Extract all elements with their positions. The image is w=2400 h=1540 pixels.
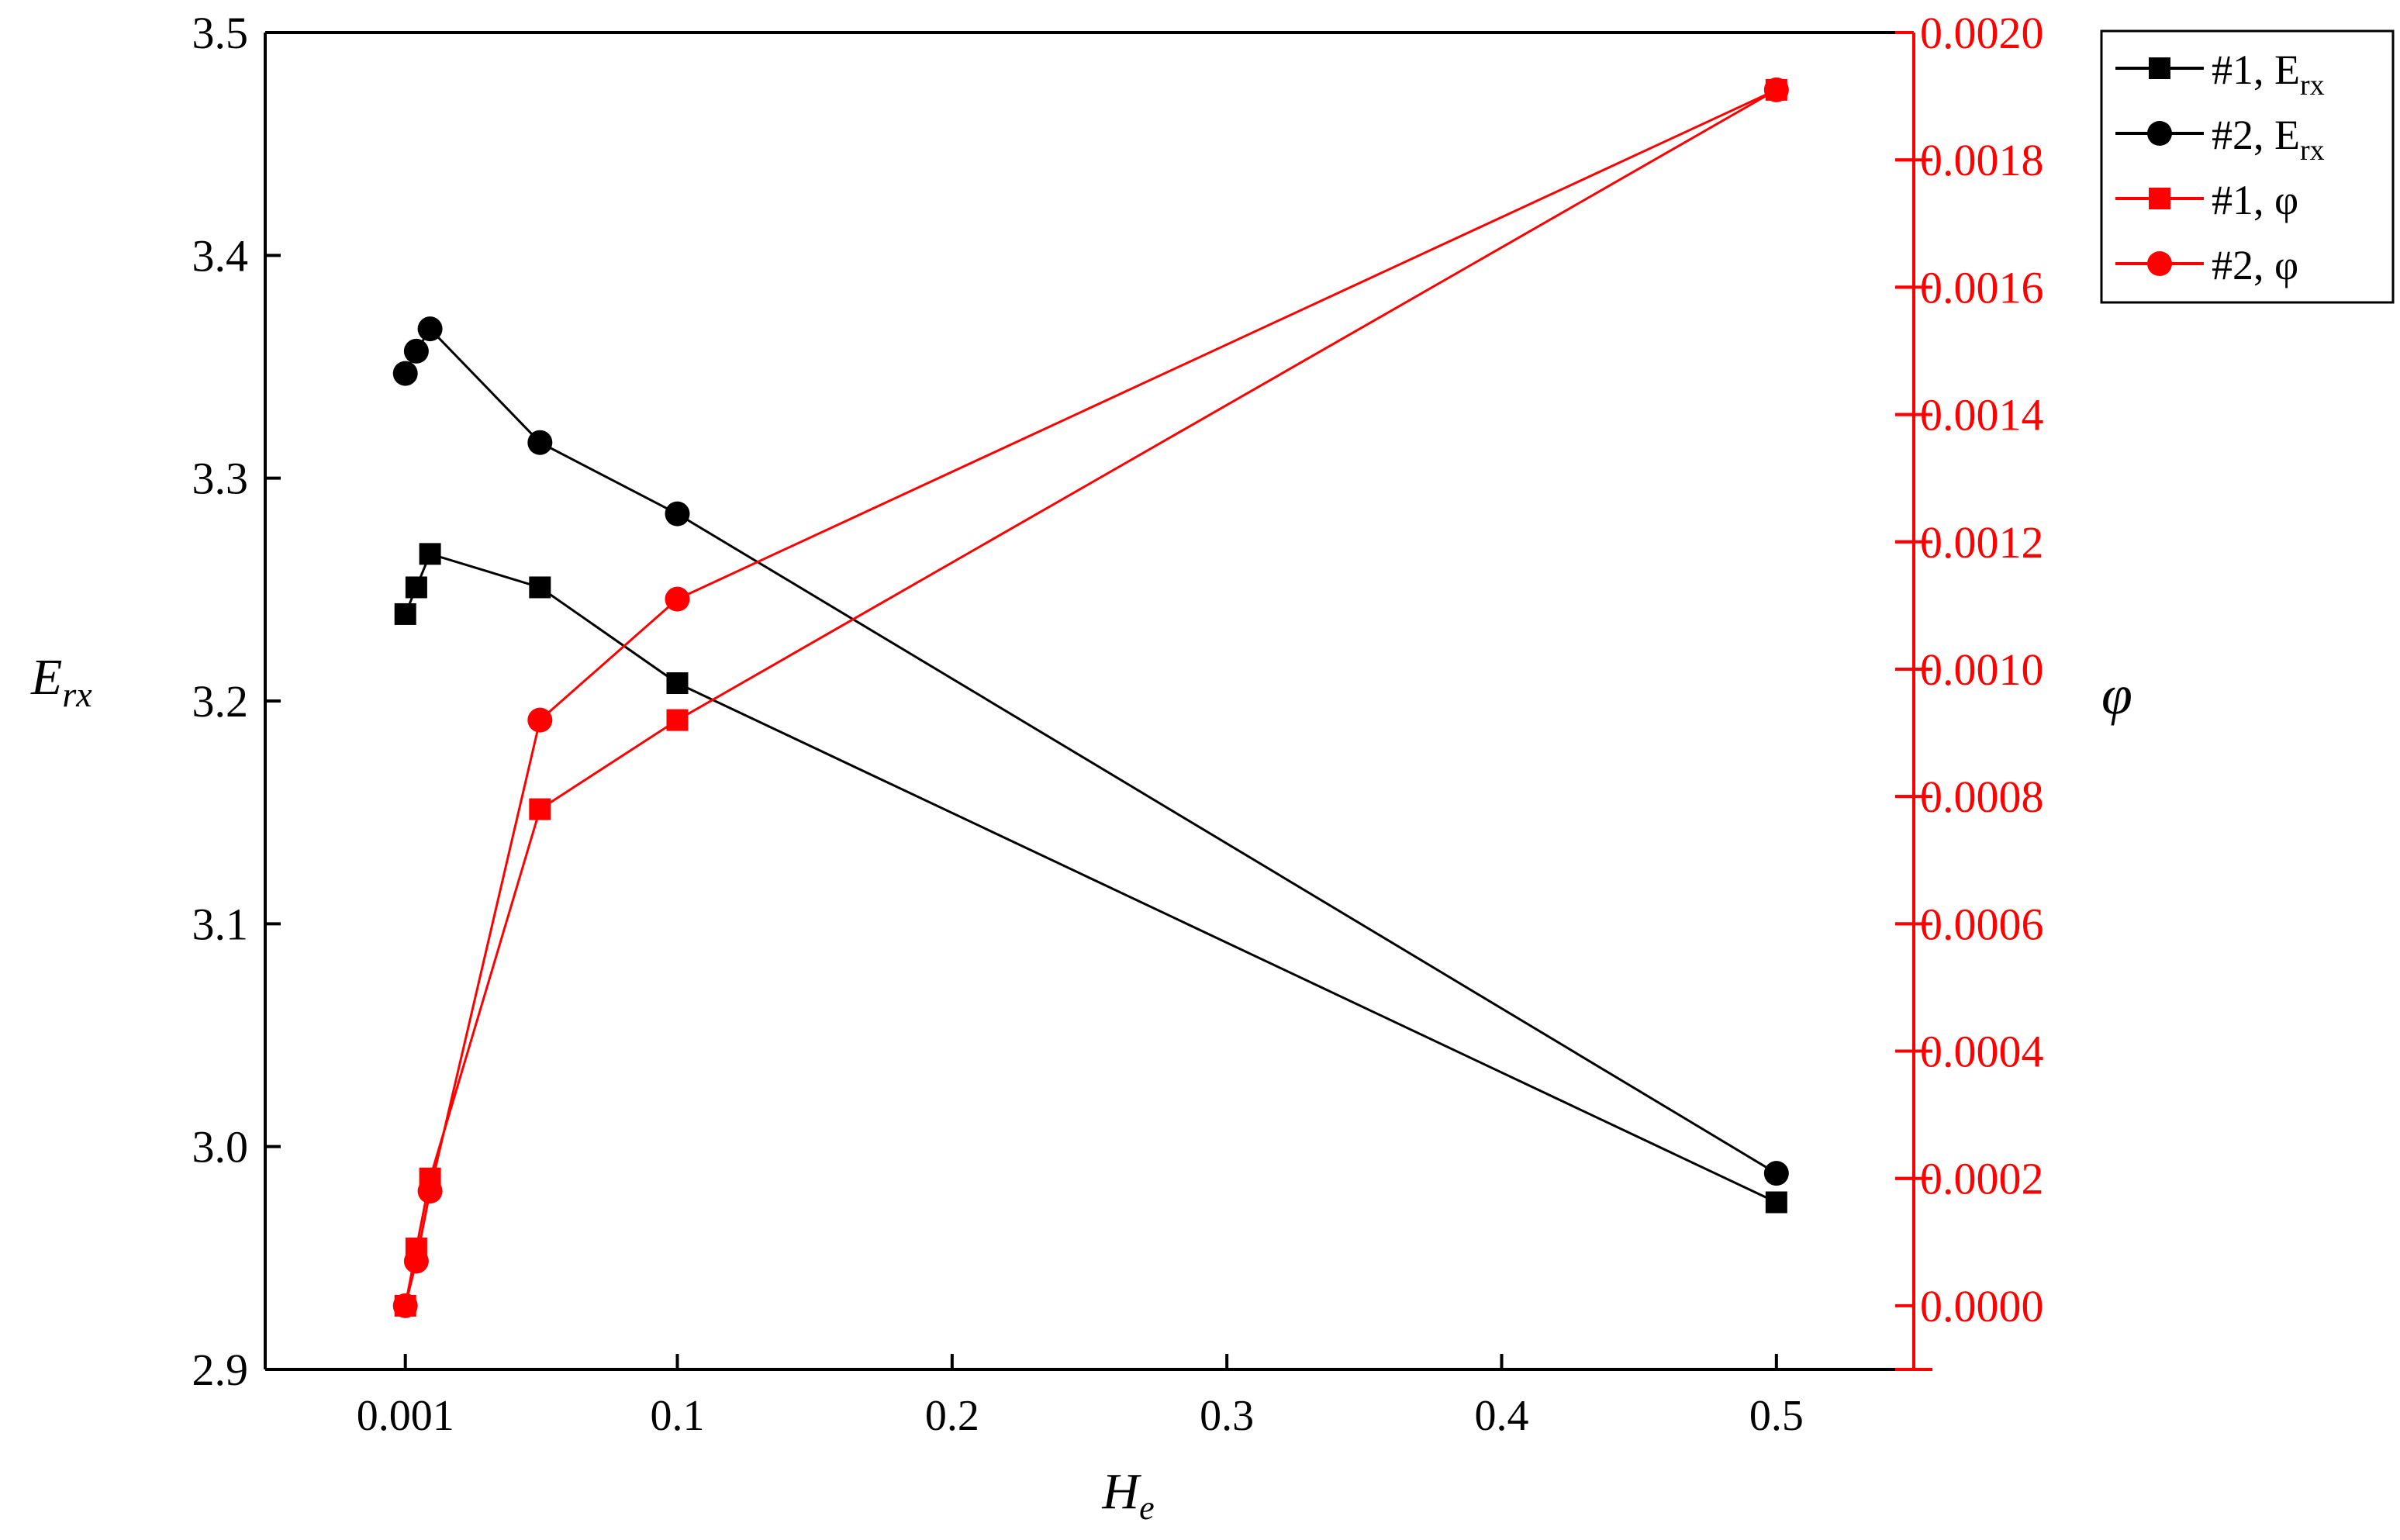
y-left-tick-label: 3.4: [192, 230, 249, 281]
data-point-series-4: [665, 586, 690, 612]
y-left-axis-title: Erx: [30, 649, 92, 714]
legend-label: #1, Erx: [2212, 47, 2325, 102]
y-right-tick-label: 0.0008: [1920, 772, 2044, 822]
data-point-series-4: [392, 1293, 418, 1318]
legend-marker: [2149, 57, 2170, 79]
y-right-tick-label: 0.0000: [1920, 1281, 2044, 1331]
y-right-tick-label: 0.0020: [1920, 8, 2044, 58]
y-left-tick-label: 3.3: [192, 454, 249, 504]
y-right-tick-label: 0.0018: [1920, 135, 2044, 185]
y-left-tick-label: 2.9: [192, 1345, 249, 1395]
data-point-series-2: [1763, 1161, 1789, 1186]
series-layer: [392, 77, 1789, 1318]
series-line-4: [404, 88, 1777, 1307]
series-line-3: [404, 88, 1777, 1307]
data-point-series-4: [417, 1179, 443, 1204]
legend-label: #1, φ: [2212, 177, 2298, 223]
data-point-series-2: [527, 430, 553, 455]
y-right-tick-label: 0.0006: [1920, 899, 2044, 949]
y-right-tick-label: 0.0004: [1920, 1027, 2044, 1077]
data-point-series-1: [405, 576, 427, 599]
data-point-series-4: [403, 1248, 429, 1274]
x-tick-label: 0.4: [1475, 1392, 1529, 1440]
y-left-tick-label: 3.0: [192, 1122, 249, 1172]
data-point-series-1: [666, 672, 689, 695]
data-point-series-2: [417, 316, 443, 342]
legend: #1, Erx #2, Erx #1, φ #2, φ: [2100, 29, 2395, 304]
data-point-series-3: [529, 798, 551, 820]
legend-label: #2, Erx: [2212, 112, 2325, 167]
x-tick-label: 0.3: [1200, 1392, 1254, 1440]
y-right-tick-label: 0.0010: [1920, 644, 2044, 695]
data-point-series-1: [1765, 1191, 1787, 1214]
legend-marker: [2147, 121, 2172, 146]
legend-label: #2, φ: [2212, 242, 2298, 288]
data-point-series-2: [665, 501, 690, 527]
data-point-series-2: [403, 338, 429, 364]
x-axis-title: He: [1101, 1463, 1154, 1527]
x-tick-label: 0.1: [651, 1392, 705, 1440]
y-right-tick-label: 0.0014: [1920, 390, 2044, 440]
data-point-series-1: [419, 543, 441, 565]
data-point-series-4: [527, 707, 553, 733]
data-point-series-4: [1763, 77, 1789, 102]
x-tick-label: 0.001: [357, 1392, 454, 1440]
y-right-tick-label: 0.0002: [1920, 1154, 2044, 1204]
legend-marker: [2147, 251, 2172, 276]
series-line-2: [404, 326, 1777, 1175]
series-line-1: [404, 552, 1777, 1203]
y-right-tick-label: 0.0012: [1920, 517, 2044, 568]
legend-marker: [2149, 188, 2170, 209]
x-tick-label: 0.5: [1749, 1392, 1804, 1440]
y-left-tick-label: 3.1: [192, 899, 249, 949]
y-left-tick-label: 3.5: [192, 8, 249, 58]
data-point-series-3: [666, 709, 689, 731]
axes-layer: 0.001 0.1 0.2 0.3 0.4 0.5 2.9 3.0 3.1 3.2 3.3 3.4 3.…: [30, 8, 2132, 1527]
data-point-series-2: [392, 361, 418, 386]
data-point-series-1: [529, 576, 551, 599]
data-point-series-1: [394, 603, 416, 625]
y-right-axis-title: φ: [2101, 664, 2132, 726]
x-tick-label: 0.2: [925, 1392, 979, 1440]
y-left-tick-label: 3.2: [192, 676, 249, 727]
y-right-tick-label: 0.0016: [1920, 262, 2044, 312]
